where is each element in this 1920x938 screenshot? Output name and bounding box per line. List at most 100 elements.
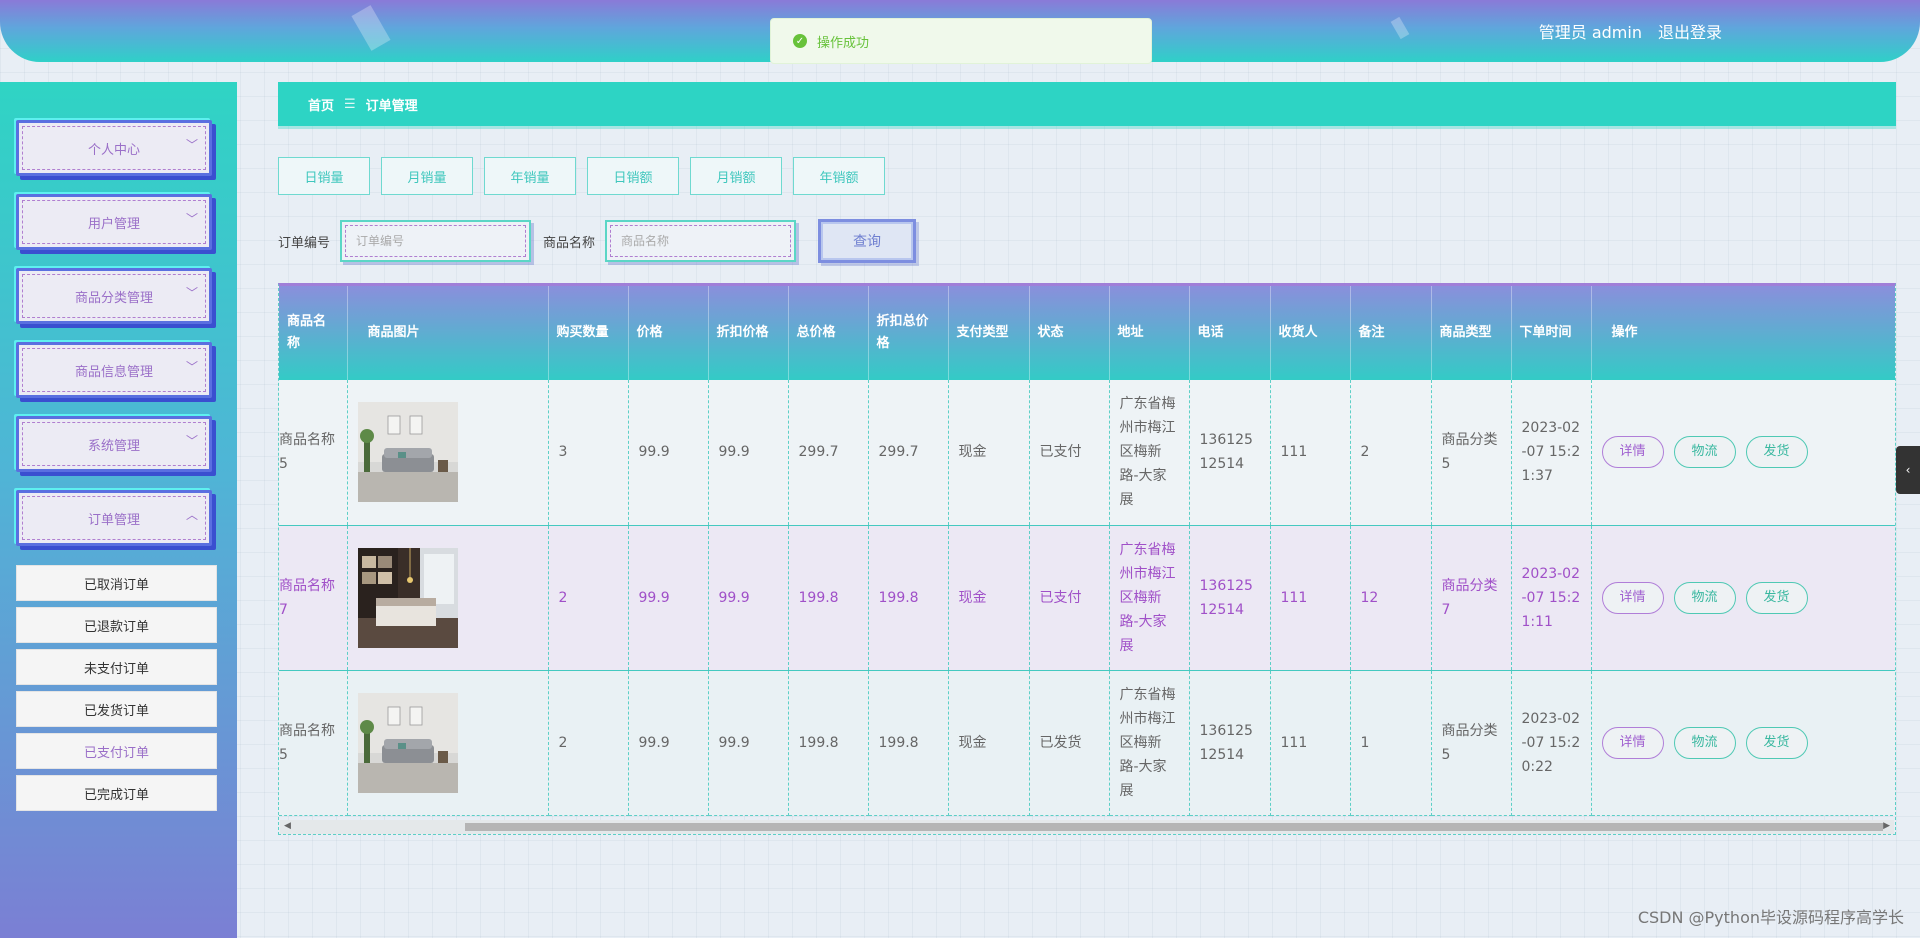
- yearly-sales-qty-button[interactable]: 年销量: [484, 157, 576, 195]
- cell-note: 1: [1350, 670, 1432, 816]
- cell-qty: 3: [548, 380, 629, 526]
- cell-product-image: [347, 525, 549, 671]
- ship-button[interactable]: 发货: [1745, 581, 1808, 614]
- submenu-paid-orders[interactable]: 已支付订单: [16, 733, 217, 769]
- cell-actions: 详情 物流 发货: [1591, 670, 1895, 816]
- check-circle-icon: ✓: [793, 34, 807, 48]
- detail-button[interactable]: 详情: [1601, 581, 1664, 614]
- detail-button[interactable]: 详情: [1601, 726, 1664, 759]
- admin-user-label[interactable]: 管理员 admin: [1538, 23, 1642, 42]
- cell-product-type: 商品分类5: [1431, 670, 1512, 816]
- menu-label: 商品信息管理: [74, 364, 153, 380]
- collapse-panel-toggle[interactable]: ‹: [1896, 446, 1920, 494]
- scroll-right-icon[interactable]: ▶: [1883, 821, 1890, 831]
- cell-product-type: 商品分类5: [1431, 380, 1512, 526]
- cell-receiver: 111: [1270, 670, 1351, 816]
- cell-note: 2: [1350, 380, 1432, 526]
- cell-product-type: 商品分类7: [1431, 525, 1512, 671]
- chevron-down-icon: ﹀: [185, 212, 198, 226]
- product-image-room-sofa[interactable]: [357, 402, 458, 503]
- col-header: 下单时间: [1511, 286, 1592, 380]
- watermark: CSDN @Python毕设源码程序高学长: [1637, 908, 1904, 927]
- cell-pay-type: 现金: [948, 525, 1030, 671]
- col-header: 商品名称: [279, 286, 348, 380]
- cell-phone: 13612512514: [1189, 380, 1271, 526]
- cell-note: 12: [1350, 525, 1432, 671]
- table-row[interactable]: 商品名称5 2: [279, 670, 1895, 816]
- submenu-completed-orders[interactable]: 已完成订单: [16, 775, 217, 811]
- cell-price: 99.9: [628, 525, 709, 671]
- cell-receiver: 111: [1270, 380, 1351, 526]
- chevron-up-icon: ︿: [185, 508, 198, 522]
- decor-shape: [351, 5, 391, 51]
- col-header: 状态: [1029, 286, 1110, 380]
- cell-discount-total: 199.8: [868, 670, 949, 816]
- logistics-button[interactable]: 物流: [1673, 581, 1736, 614]
- breadcrumb-current: 订单管理: [365, 98, 418, 114]
- order-number-input[interactable]: [345, 225, 527, 257]
- logout-link[interactable]: 退出登录: [1657, 23, 1722, 42]
- orders-table: 商品名称 商品图片 购买数量 价格 折扣价格 总价格 折扣总价格 支付类型 状态…: [279, 286, 1895, 816]
- submenu-shipped-orders[interactable]: 已发货订单: [16, 691, 217, 727]
- chevron-down-icon: ﹀: [185, 360, 198, 374]
- toast-message: 操作成功: [817, 35, 870, 51]
- scroll-left-icon[interactable]: ◀: [284, 821, 291, 831]
- orders-table-container: 商品名称 商品图片 购买数量 价格 折扣价格 总价格 折扣总价格 支付类型 状态…: [278, 283, 1896, 835]
- menu-category-management[interactable]: 商品分类管理 ﹀: [16, 268, 212, 324]
- monthly-sales-amount-button[interactable]: 月销额: [690, 157, 782, 195]
- search-form: 订单编号 商品名称 查询: [278, 218, 917, 264]
- table-row[interactable]: 商品名称7: [279, 525, 1895, 671]
- logistics-button[interactable]: 物流: [1673, 436, 1736, 469]
- cell-total: 199.8: [788, 670, 869, 816]
- cell-order-time: 2023-02-07 15:21:37: [1511, 380, 1592, 526]
- yearly-sales-amount-button[interactable]: 年销额: [793, 157, 885, 195]
- menu-system-management[interactable]: 系统管理 ﹀: [16, 416, 212, 472]
- cell-receiver: 111: [1270, 525, 1351, 671]
- menu-label: 系统管理: [87, 438, 140, 454]
- cell-product-name: 商品名称5: [279, 380, 348, 526]
- menu-user-management[interactable]: 用户管理 ﹀: [16, 194, 212, 250]
- stat-button-group: 日销量 月销量 年销量 日销额 月销额 年销额: [278, 157, 885, 195]
- decor-shape: [1390, 16, 1410, 40]
- chevron-down-icon: ﹀: [185, 138, 198, 152]
- cell-total: 199.8: [788, 525, 869, 671]
- ship-button[interactable]: 发货: [1745, 726, 1808, 759]
- cell-product-name: 商品名称7: [279, 525, 348, 671]
- cell-discount-price: 99.9: [708, 380, 789, 526]
- cell-phone: 13612512514: [1189, 525, 1271, 671]
- daily-sales-amount-button[interactable]: 日销额: [587, 157, 679, 195]
- cell-phone: 13612512514: [1189, 670, 1271, 816]
- success-toast: ✓ 操作成功: [770, 18, 1152, 64]
- product-image-bedroom[interactable]: [357, 547, 458, 648]
- submenu-cancelled-orders[interactable]: 已取消订单: [16, 565, 217, 601]
- breadcrumb-home[interactable]: 首页: [308, 98, 335, 114]
- cell-pay-type: 现金: [948, 380, 1030, 526]
- submenu-unpaid-orders[interactable]: 未支付订单: [16, 649, 217, 685]
- cell-discount-total: 299.7: [868, 380, 949, 526]
- menu-label: 个人中心: [87, 142, 140, 158]
- chevron-left-icon: ‹: [1905, 463, 1911, 477]
- cell-discount-total: 199.8: [868, 525, 949, 671]
- product-name-input[interactable]: [610, 225, 792, 257]
- horizontal-scrollbar[interactable]: ◀ ▶: [280, 820, 1894, 834]
- cell-discount-price: 99.9: [708, 525, 789, 671]
- menu-personal-center[interactable]: 个人中心 ﹀: [16, 120, 212, 176]
- cell-order-time: 2023-02-07 15:21:11: [1511, 525, 1592, 671]
- scrollbar-thumb[interactable]: [465, 823, 1883, 831]
- menu-product-management[interactable]: 商品信息管理 ﹀: [16, 342, 212, 398]
- table-row[interactable]: 商品名称5 3: [279, 380, 1895, 526]
- col-header: 电话: [1189, 286, 1271, 380]
- menu-order-management[interactable]: 订单管理 ︿: [16, 490, 212, 546]
- logistics-button[interactable]: 物流: [1673, 726, 1736, 759]
- ship-button[interactable]: 发货: [1745, 436, 1808, 469]
- monthly-sales-qty-button[interactable]: 月销量: [381, 157, 473, 195]
- daily-sales-qty-button[interactable]: 日销量: [278, 157, 370, 195]
- col-header: 折扣总价格: [868, 286, 949, 380]
- col-header: 商品图片: [347, 286, 549, 380]
- submenu-refunded-orders[interactable]: 已退款订单: [16, 607, 217, 643]
- cell-status: 已支付: [1029, 380, 1110, 526]
- detail-button[interactable]: 详情: [1601, 436, 1664, 469]
- col-header: 操作: [1591, 286, 1895, 380]
- query-button[interactable]: 查询: [818, 219, 917, 263]
- product-image-room-sofa[interactable]: [357, 692, 458, 793]
